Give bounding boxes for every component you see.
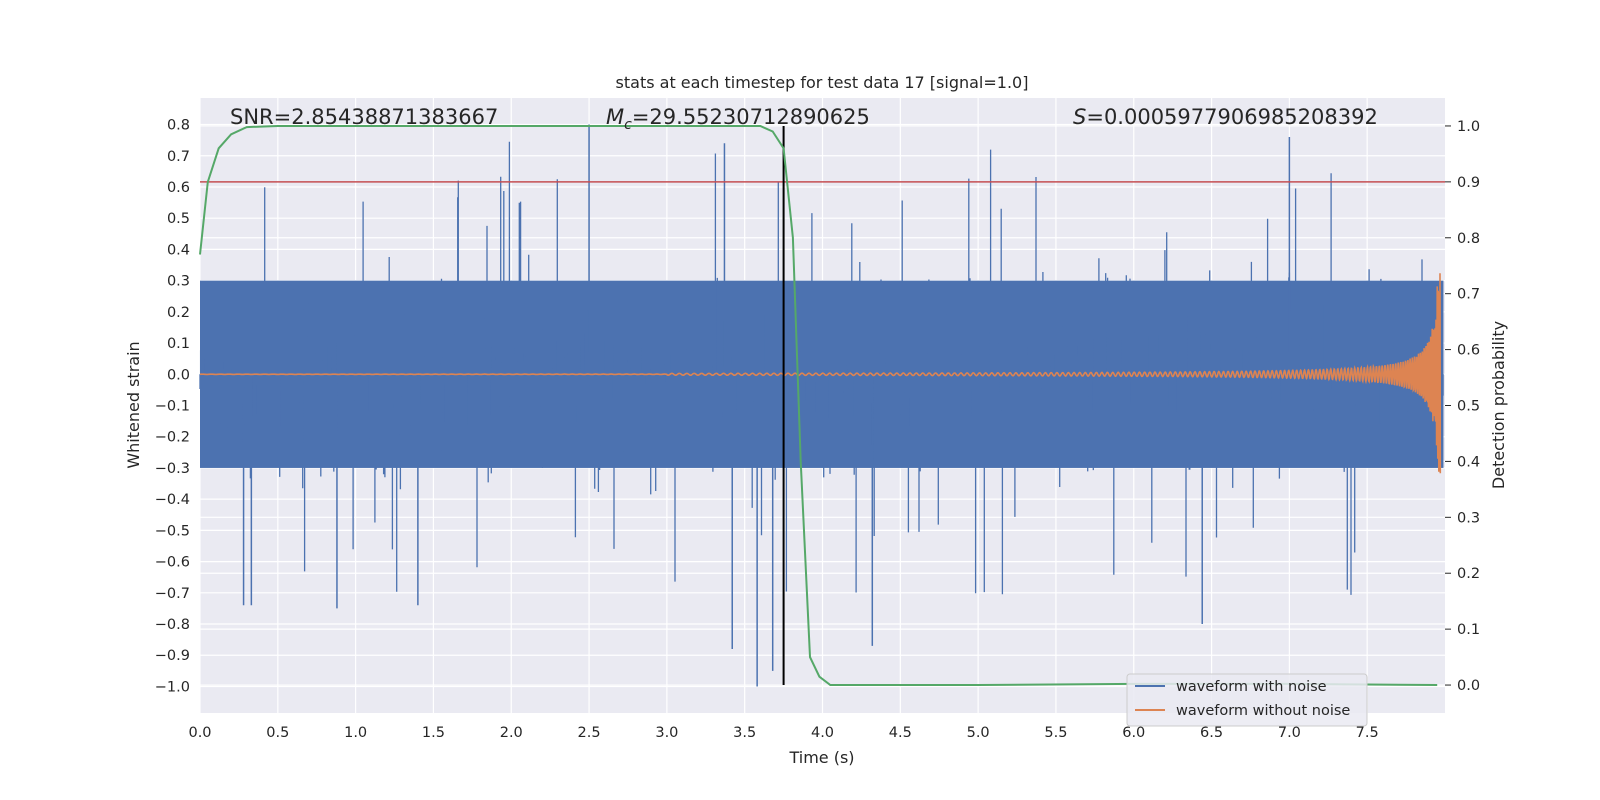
y2-tick-label: 0.4 [1457, 454, 1480, 470]
detection-probability-line [199, 125, 1438, 686]
chirp-mass-symbol: M [606, 105, 624, 129]
x-tick-label: 3.0 [655, 725, 678, 741]
y-tick-label: −0.5 [155, 523, 190, 539]
y2-tick-label: 0.2 [1457, 566, 1480, 582]
legend-entry-clean: waveform without noise [1176, 703, 1350, 719]
x-tick-label: 3.5 [733, 725, 756, 741]
y2-tick-label: 1.0 [1457, 119, 1480, 135]
y-tick-label: −0.4 [155, 492, 190, 508]
y-axis-label: Whitened strain [124, 341, 143, 468]
y-tick-label: −0.9 [155, 648, 190, 664]
x-tick-label: 2.5 [578, 725, 601, 741]
chirp-mass-value: =29.55230712890625 [632, 105, 870, 129]
y-tick-label: 0.6 [167, 180, 190, 196]
x-tick-label: 5.0 [967, 725, 990, 741]
y-tick-label: 0.5 [167, 211, 190, 227]
chirp-mass-annotation: Mc=29.55230712890625 [606, 105, 870, 133]
y2-tick-label: 0.3 [1457, 510, 1480, 526]
y-tick-label: −0.7 [155, 586, 190, 602]
y-tick-label: −0.8 [155, 617, 190, 633]
y-tick-label: −0.2 [155, 430, 190, 446]
x-tick-label: 6.0 [1122, 725, 1145, 741]
x-tick-label: 4.0 [811, 725, 834, 741]
y2-axis-ticks: 1.0 0.9 0.8 0.7 0.6 0.5 0.4 0.3 0.2 0.1 0.0 [1445, 119, 1480, 694]
legend-box [1126, 673, 1368, 727]
x-tick-label: 6.5 [1200, 725, 1223, 741]
x-tick-label: 2.0 [500, 725, 523, 741]
y-tick-label: −0.6 [155, 555, 190, 571]
chirp-mass-subscript: c [624, 117, 632, 133]
y-tick-label: 0.2 [167, 305, 190, 321]
x-tick-label: 0.5 [266, 725, 289, 741]
y-tick-label: 0.3 [167, 274, 190, 290]
x-tick-label: 1.0 [344, 725, 367, 741]
y-tick-label: 0.7 [167, 149, 190, 165]
x-tick-label: 5.5 [1044, 725, 1067, 741]
y2-tick-label: 0.9 [1457, 175, 1480, 191]
snr-annotation: SNR=2.85438871383667 [230, 105, 498, 129]
s-statistic-symbol: S [1073, 105, 1086, 129]
s-statistic-annotation: S=0.0005977906985208392 [1073, 105, 1378, 129]
y-tick-label: −0.1 [155, 399, 190, 415]
s-statistic-value: =0.0005977906985208392 [1086, 105, 1378, 129]
y2-tick-label: 0.6 [1457, 343, 1480, 359]
y-tick-label: 0.8 [167, 118, 190, 134]
y-tick-label: 0.1 [167, 336, 190, 352]
y2-tick-label: 0.1 [1457, 622, 1480, 638]
legend: waveform with noise waveform without noi… [1126, 673, 1368, 727]
x-tick-label: 1.5 [422, 725, 445, 741]
y2-tick-label: 0.8 [1457, 231, 1480, 247]
y2-tick-label: 0.0 [1457, 678, 1480, 694]
clean-trace [200, 273, 1442, 474]
y2-tick-label: 0.7 [1457, 287, 1480, 303]
chart-title: stats at each timestep for test data 17 … [616, 73, 1029, 92]
x-tick-label: 7.5 [1356, 725, 1379, 741]
legend-entry-noise: waveform with noise [1176, 679, 1327, 695]
y-tick-label: 0.0 [167, 367, 190, 383]
series-waveform-without-noise [200, 273, 1442, 474]
y-tick-label: −1.0 [155, 679, 190, 695]
y2-axis-label: Detection probability [1489, 321, 1508, 489]
x-axis-label: Time (s) [788, 748, 854, 767]
x-axis-ticks: 0.0 0.5 1.0 1.5 2.0 2.5 3.0 3.5 4.0 4.5 5.0 5.5 6.0 6… [188, 725, 1378, 741]
x-tick-label: 4.5 [889, 725, 912, 741]
y2-tick-label: 0.5 [1457, 399, 1480, 415]
y-tick-label: 0.4 [167, 242, 190, 258]
y-axis-ticks: 0.8 0.7 0.6 0.5 0.4 0.3 0.2 0.1 0.0 −0.1 −0.2 −0.3 −… [155, 118, 190, 696]
y-tick-label: −0.3 [155, 461, 190, 477]
x-tick-label: 0.0 [188, 725, 211, 741]
x-tick-label: 7.0 [1278, 725, 1301, 741]
